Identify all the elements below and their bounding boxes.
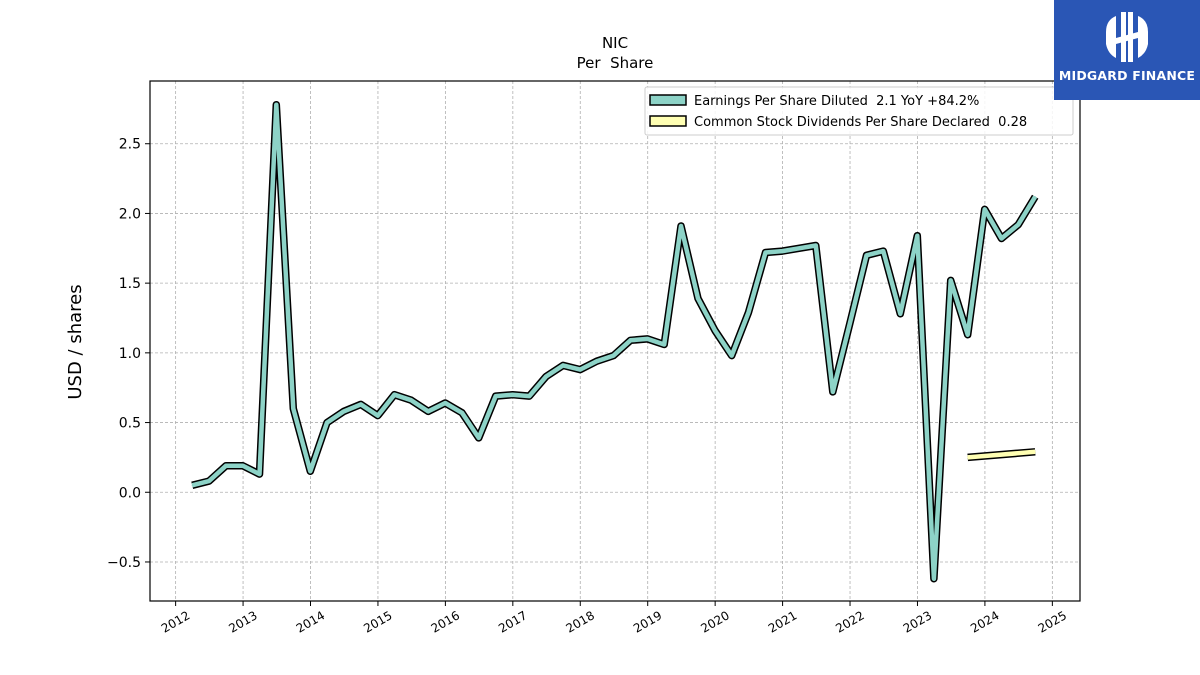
y-axis: −0.5 0.0 0.5 1.0 1.5 2.0 2.5 — [107, 137, 150, 571]
data-point — [899, 313, 901, 315]
legend-box — [644, 86, 1074, 136]
data-point — [326, 422, 328, 424]
chart-subtitle: Per Share — [577, 54, 654, 72]
data-point — [967, 456, 969, 458]
y-tick-label: 2.5 — [119, 137, 141, 153]
y-tick-label: 0.5 — [119, 416, 141, 432]
data-point — [967, 334, 969, 336]
data-point — [1034, 196, 1036, 198]
midgard-logo-icon — [1106, 12, 1148, 62]
data-point — [849, 323, 851, 325]
data-point — [360, 403, 362, 405]
data-point — [916, 235, 918, 237]
data-point — [528, 395, 530, 397]
data-point — [865, 254, 868, 256]
data-point — [781, 250, 784, 252]
data-point — [258, 473, 261, 475]
data-point — [646, 338, 649, 340]
data-point — [680, 225, 682, 227]
y-tick-label: −0.5 — [107, 555, 141, 571]
series-line-1 — [967, 449, 1036, 460]
brand-logo: MIDGARD FINANCE — [1054, 0, 1200, 100]
x-tick-label: 2012 — [159, 608, 192, 635]
data-point — [731, 355, 733, 357]
x-tick-label: 2023 — [901, 608, 934, 635]
x-tick-label: 2017 — [496, 608, 529, 635]
data-point — [579, 369, 581, 371]
series-outline-0 — [191, 100, 1039, 583]
x-tick-label: 2016 — [429, 608, 462, 635]
data-point — [309, 470, 311, 472]
data-point — [292, 408, 294, 410]
x-tick-label: 2024 — [968, 608, 1001, 635]
data-point — [343, 410, 345, 412]
data-point — [191, 484, 193, 486]
series-layer — [191, 100, 1039, 583]
series-line-0 — [191, 102, 1038, 581]
data-point — [663, 343, 665, 346]
data-point — [478, 437, 480, 439]
data-point — [714, 329, 716, 332]
chart-title: NIC — [602, 34, 628, 52]
plot-frame — [149, 80, 1081, 602]
x-tick-label: 2020 — [698, 608, 731, 635]
x-tick-label: 2015 — [361, 608, 394, 635]
y-axis-label: USD / shares — [65, 284, 86, 399]
data-point — [832, 391, 834, 393]
x-tick-label: 2025 — [1036, 608, 1069, 635]
data-point — [461, 412, 463, 414]
x-tick-label: 2013 — [226, 608, 259, 635]
x-tick-label: 2014 — [294, 608, 327, 635]
y-tick-label: 0.0 — [119, 485, 141, 501]
data-point — [511, 394, 514, 396]
data-point — [984, 208, 986, 210]
x-tick-label: 2018 — [564, 608, 597, 635]
data-point — [427, 410, 429, 412]
data-point — [697, 297, 699, 300]
data-point — [1017, 224, 1019, 226]
legend-swatch-dividends — [649, 115, 687, 127]
legend-label-dividends: Common Stock Dividends Per Share Declare… — [694, 115, 1027, 130]
x-tick-label: 2022 — [833, 608, 866, 635]
y-tick-label: 1.0 — [119, 346, 141, 362]
x-tick-label: 2021 — [766, 608, 799, 635]
data-point — [950, 279, 952, 281]
data-point — [798, 247, 800, 249]
data-point — [933, 578, 935, 580]
data-point — [393, 394, 395, 396]
data-point — [612, 355, 615, 357]
data-point — [764, 251, 767, 254]
data-point — [815, 244, 817, 247]
data-point — [225, 465, 227, 467]
x-axis: 2012 2013 2014 2015 2016 2017 2018 2019 2020 2021… — [159, 601, 1069, 636]
data-point — [747, 311, 750, 313]
data-point — [1000, 237, 1003, 240]
data-point — [208, 480, 210, 482]
data-point — [444, 402, 446, 404]
data-point — [377, 415, 379, 417]
data-point — [629, 339, 632, 341]
data-point — [275, 104, 277, 106]
legend-swatch-eps — [649, 94, 687, 106]
y-tick-label: 1.5 — [119, 276, 141, 292]
y-tick-label: 2.0 — [119, 206, 141, 222]
data-point — [495, 395, 497, 397]
legend: Earnings Per Share Diluted 2.1 YoY +84.2… — [644, 86, 1074, 136]
data-point — [410, 399, 412, 401]
data-point — [882, 250, 884, 252]
data-point — [562, 364, 564, 366]
data-point — [1034, 451, 1036, 453]
legend-label-eps: Earnings Per Share Diluted 2.1 YoY +84.2… — [694, 94, 979, 109]
data-point — [545, 375, 547, 378]
x-tick-label: 2019 — [631, 608, 664, 635]
data-point — [596, 360, 598, 362]
data-point — [242, 465, 244, 467]
brand-name: MIDGARD FINANCE — [1058, 68, 1196, 83]
